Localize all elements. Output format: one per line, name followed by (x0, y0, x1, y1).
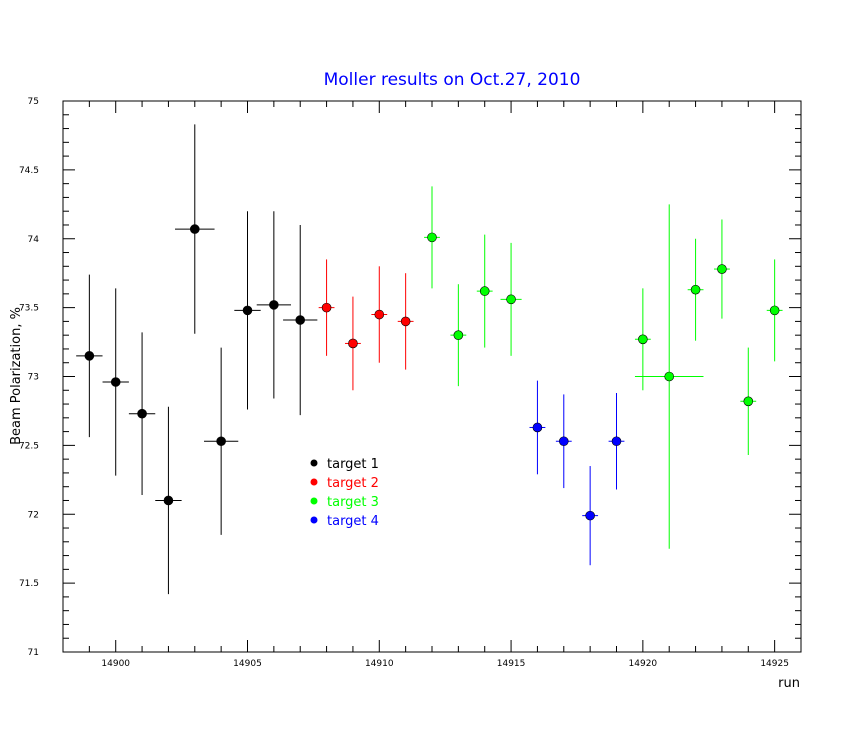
data-point (189, 224, 200, 234)
data-point (664, 371, 675, 382)
y-tick-label: 71 (28, 648, 39, 658)
data-point (690, 284, 701, 295)
data-point (427, 232, 437, 243)
legend-label: target 1 (327, 457, 379, 472)
data-point (532, 422, 543, 433)
series-target-3 (424, 186, 783, 549)
series-target-1 (76, 124, 318, 595)
x-tick-label: 14900 (101, 659, 130, 669)
data-point (400, 316, 411, 327)
data-point (137, 408, 147, 419)
data-point (743, 396, 754, 407)
x-tick-label: 14920 (629, 659, 658, 669)
data-point (611, 436, 622, 447)
data-point (453, 330, 464, 340)
series-target-4 (529, 380, 625, 566)
axis-ticks (62, 100, 802, 653)
data-point (348, 338, 358, 349)
data-point (558, 436, 569, 447)
legend-marker (310, 497, 318, 505)
y-tick-label: 72 (28, 510, 39, 520)
series-target-2 (318, 259, 414, 391)
y-tick-label: 73 (28, 373, 39, 383)
data-point (479, 286, 490, 296)
series-layer (76, 124, 783, 595)
y-tick-label: 73.5 (19, 304, 39, 314)
y-tick-label: 71.5 (19, 579, 39, 589)
legend-label: target 2 (327, 476, 379, 491)
legend-marker (310, 478, 318, 486)
tick-labels: 14900 14905 14910 14915 14920 14925 71 71.5 72 72… (19, 97, 789, 669)
x-tick-label: 14910 (365, 659, 394, 669)
y-tick-label: 75 (28, 97, 39, 107)
y-tick-label: 74.5 (19, 166, 39, 176)
y-axis-label: Beam Polarization, % (9, 307, 24, 445)
legend: target 1 target 2 target 3 target 4 (310, 457, 379, 529)
x-tick-label: 14915 (497, 659, 526, 669)
legend-marker (310, 459, 318, 467)
x-axis-label: run (778, 676, 800, 691)
y-tick-label: 72.5 (19, 441, 39, 451)
chart-title: Moller results on Oct.27, 2010 (324, 70, 581, 90)
data-point (585, 510, 595, 521)
data-point (295, 315, 306, 325)
data-point (269, 300, 279, 310)
legend-label: target 4 (327, 514, 379, 529)
data-point (506, 294, 516, 305)
data-point (110, 377, 121, 387)
data-point (638, 334, 648, 345)
data-point (216, 436, 226, 447)
data-point (242, 305, 253, 316)
legend-label: target 3 (327, 495, 379, 510)
data-point (84, 351, 95, 361)
data-point (374, 309, 385, 320)
data-point (769, 305, 780, 316)
x-tick-label: 14925 (760, 659, 789, 669)
data-point (321, 302, 332, 313)
legend-marker (310, 516, 318, 524)
data-point (717, 264, 727, 274)
y-tick-label: 74 (28, 235, 40, 245)
x-tick-label: 14905 (233, 659, 262, 669)
data-point (163, 495, 174, 506)
